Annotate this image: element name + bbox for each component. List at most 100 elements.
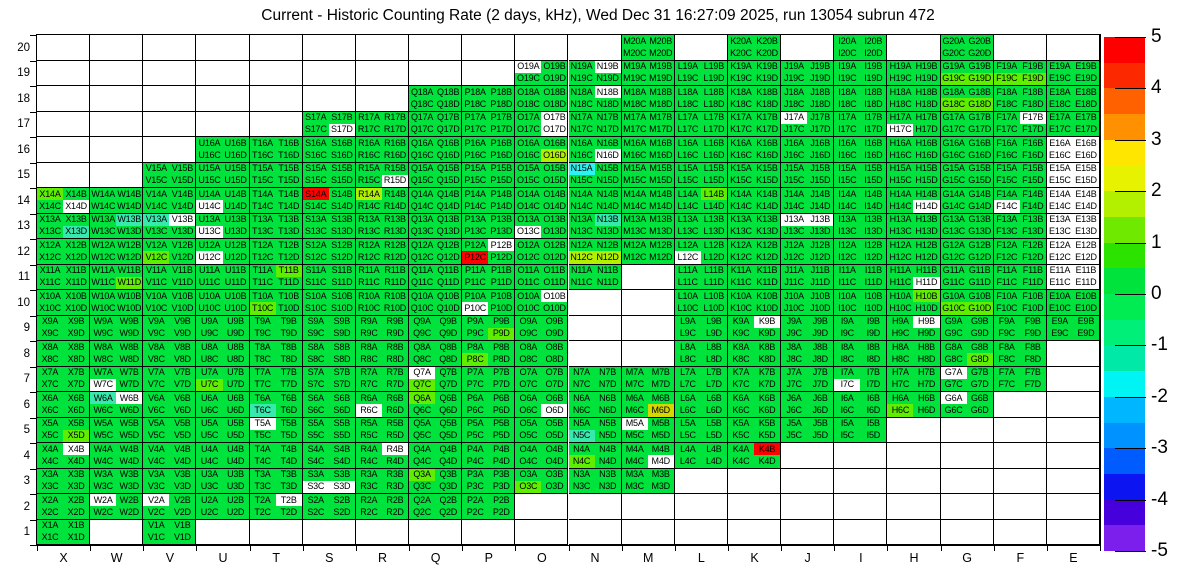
cell-L17A: L17A xyxy=(674,111,701,124)
cell-V2C: V2C xyxy=(143,506,170,519)
cell-I6C: I6C xyxy=(834,404,861,417)
cell-U11B: U11B xyxy=(222,264,249,277)
cell-O4B: O4B xyxy=(541,443,568,456)
cell-V8B: V8B xyxy=(169,341,196,354)
cell-Q8C: Q8C xyxy=(409,353,436,366)
cell-R6B: R6B xyxy=(381,392,409,405)
cell-P3A: P3A xyxy=(462,468,489,481)
empty-cell xyxy=(1046,35,1100,61)
cell-V15A: V15A xyxy=(143,162,170,175)
cell-H6D: H6D xyxy=(913,404,940,417)
cell-M14D: M14D xyxy=(647,200,674,213)
cell-P16C: P16C xyxy=(462,149,489,162)
cell-U14A: U14A xyxy=(196,188,223,201)
cell-K4A: K4A xyxy=(727,443,754,456)
grid-cell-P4: P4A P4B P4C P4D xyxy=(462,443,516,469)
grid-cell-G13: G13A G13B G13C G13D xyxy=(940,213,994,239)
grid-cell-J9: J9A J9B J9C J9D xyxy=(781,315,835,341)
cell-M15B: M15B xyxy=(647,162,674,175)
cell-I9D: I9D xyxy=(860,327,887,340)
cell-V8A: V8A xyxy=(143,341,170,354)
cell-L14C: L14C xyxy=(674,200,701,213)
cell-E11B: E11B xyxy=(1072,264,1099,277)
grid-cell-F11: F11A F11B F11C F11D xyxy=(993,264,1047,290)
cell-U12D: U12D xyxy=(222,251,249,264)
cell-E12A: E12A xyxy=(1046,239,1073,252)
x-axis-tick xyxy=(515,546,517,551)
cell-K18A: K18A xyxy=(727,86,754,99)
cell-P13D: P13D xyxy=(488,225,515,238)
cell-U2D: U2D xyxy=(222,506,249,519)
cell-I12D: I12D xyxy=(860,251,887,264)
colorbar-tick xyxy=(1115,139,1146,141)
cell-N18C: N18C xyxy=(568,98,595,111)
cell-I9B: I9B xyxy=(860,315,887,328)
grid-cell-U3: U3A U3B U3C U3D xyxy=(196,468,250,494)
cell-J16A: J16A xyxy=(781,137,808,150)
grid-cell-J14: J14A J14B J14C J14D xyxy=(781,188,835,214)
cell-F19C: F19C xyxy=(993,72,1020,85)
cell-X9B: X9B xyxy=(63,315,90,328)
cell-N15A: N15A xyxy=(568,162,595,175)
cell-U12A: U12A xyxy=(196,239,223,252)
cell-L4D: L4D xyxy=(700,455,727,468)
grid-cell-U7: U7A U7B U7C U7D xyxy=(196,366,250,392)
x-tick-label-P: P xyxy=(484,551,493,565)
x-axis-tick xyxy=(1046,546,1048,551)
cell-Q5D: Q5D xyxy=(435,429,462,442)
cell-I16A: I16A xyxy=(834,137,861,150)
y-axis-tick xyxy=(30,519,36,521)
cell-I16D: I16D xyxy=(860,149,887,162)
cell-T12D: T12D xyxy=(275,251,302,264)
cell-J11D: J11D xyxy=(807,276,834,289)
cell-U9D: U9D xyxy=(222,327,249,340)
cell-X14D: X14D xyxy=(63,200,90,213)
cell-G14B: G14B xyxy=(966,188,993,201)
cell-W2A: W2A xyxy=(90,494,117,507)
cell-G11D: G11D xyxy=(966,276,993,289)
cell-V3A: V3A xyxy=(143,468,170,481)
cell-Q11A: Q11A xyxy=(409,264,436,277)
cell-I5A: I5A xyxy=(834,417,861,430)
cell-L19B: L19B xyxy=(700,60,727,73)
colorbar-band xyxy=(1104,165,1145,192)
cell-V12D: V12D xyxy=(169,251,196,264)
cell-P12C: P12C xyxy=(462,251,489,264)
cell-X3B: X3B xyxy=(63,468,90,481)
grid-cell-J5: J5A J5B J5C J5D xyxy=(781,417,835,443)
cell-Q9D: Q9D xyxy=(435,327,462,340)
grid-cell-O7: O7A O7B O7C O7D xyxy=(515,366,569,392)
cell-P11A: P11A xyxy=(462,264,489,277)
cell-I18B: I18B xyxy=(860,86,887,99)
cell-L6D: L6D xyxy=(700,404,727,417)
grid-cell-H13: H13A H13B H13C H13D xyxy=(887,213,941,239)
grid-cell-R17: R17A R17B R17C R17D xyxy=(355,111,410,137)
cell-P3D: P3D xyxy=(488,480,515,493)
grid-cell-E9: E9A E9B E9C E9D xyxy=(1046,315,1100,341)
grid-cell-W9: W9A W9B W9C W9D xyxy=(90,315,144,341)
grid-cell-K18: K18A K18B K18C K18D xyxy=(727,86,782,112)
colorbar-band xyxy=(1104,191,1145,218)
empty-cell xyxy=(887,443,941,469)
y-tick-label-17: 17 xyxy=(17,118,30,131)
cell-S12A: S12A xyxy=(302,239,329,252)
cell-O8D: O8D xyxy=(541,353,568,366)
cell-F9B: F9B xyxy=(1019,315,1046,328)
cell-J18D: J18D xyxy=(807,98,834,111)
cell-J14A: J14A xyxy=(781,188,808,201)
cell-V5A: V5A xyxy=(143,417,170,430)
y-axis-tick xyxy=(30,60,36,62)
cell-O12C: O12C xyxy=(515,251,542,264)
cell-T11A: T11A xyxy=(249,264,276,277)
cell-J17C: J17C xyxy=(781,123,808,136)
cell-P4A: P4A xyxy=(462,443,489,456)
cell-Q12A: Q12A xyxy=(409,239,436,252)
grid-cell-W11: W11A W11B W11C W11D xyxy=(90,264,144,290)
grid-cell-W4: W4A W4B W4C W4D xyxy=(90,443,144,469)
cell-J5B: J5B xyxy=(807,417,834,430)
cell-R5C: R5C xyxy=(355,429,382,442)
grid-cell-E14: E14A E14B E14C E14D xyxy=(1046,188,1100,214)
colorbar-band xyxy=(1104,62,1145,89)
y-tick-label-19: 19 xyxy=(17,67,30,80)
cell-L13C: L13C xyxy=(674,225,701,238)
